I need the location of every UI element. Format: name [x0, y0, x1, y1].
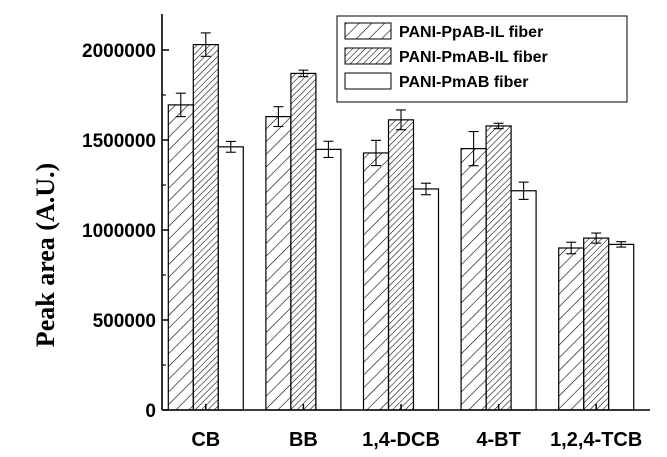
y-tick-label: 2000000 [82, 41, 156, 62]
y-tick-label: 0 [145, 401, 156, 422]
bar-3-BB [315, 148, 342, 411]
y-tick-label: 500000 [93, 311, 156, 332]
bar-1-BB [265, 115, 292, 411]
legend-swatch-1 [344, 22, 392, 40]
bar-2-CB [192, 43, 219, 411]
bar-2-1,4-DCB [387, 119, 415, 411]
bar-2-1,2,4-TCB [583, 237, 610, 411]
bar-1-1,2,4-TCB [558, 247, 585, 411]
bar-2-4-BT [485, 125, 512, 411]
bar-3-CB [217, 146, 244, 411]
bar-1-CB [167, 104, 194, 411]
legend-label-3: PANI-PmAB fiber [399, 74, 529, 91]
y-tick-label: 1500000 [82, 131, 156, 152]
legend-label-1: PANI-PpAB-IL fiber [399, 24, 543, 41]
bar-3-1,2,4-TCB [608, 243, 635, 411]
bar-1-1,4-DCB [362, 152, 390, 411]
x-tick-label: BB [289, 429, 318, 451]
legend-swatch-3 [344, 72, 392, 90]
plot-area [167, 32, 635, 411]
legend-label-2: PANI-PmAB-IL fiber [399, 49, 548, 66]
axes: CB BB 1,4-DCB 4-BT 1,2,4-TCB 0 500000 1000000 15… [82, 14, 650, 451]
y-tick-label: 1000000 [82, 221, 156, 242]
y-axis-title: Peak area (A.U.) [31, 163, 60, 347]
bar-1-4-BT [460, 148, 487, 411]
bar-3-1,4-DCB [412, 188, 440, 411]
legend-swatch-2 [344, 47, 392, 65]
bar-3-4-BT [510, 190, 537, 411]
bar-2-BB [290, 72, 317, 411]
legend: PANI-PpAB-IL fiber PANI-PmAB-IL fiber PANI… [336, 15, 628, 103]
x-tick-label: 1,4-DCB [362, 429, 440, 451]
x-tick-label: 1,2,4-TCB [550, 429, 642, 451]
x-tick-label: 4-BT [476, 429, 520, 451]
x-tick-label: CB [191, 429, 220, 451]
